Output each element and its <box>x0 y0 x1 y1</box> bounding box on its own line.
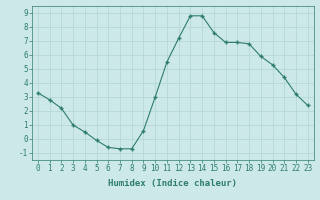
X-axis label: Humidex (Indice chaleur): Humidex (Indice chaleur) <box>108 179 237 188</box>
